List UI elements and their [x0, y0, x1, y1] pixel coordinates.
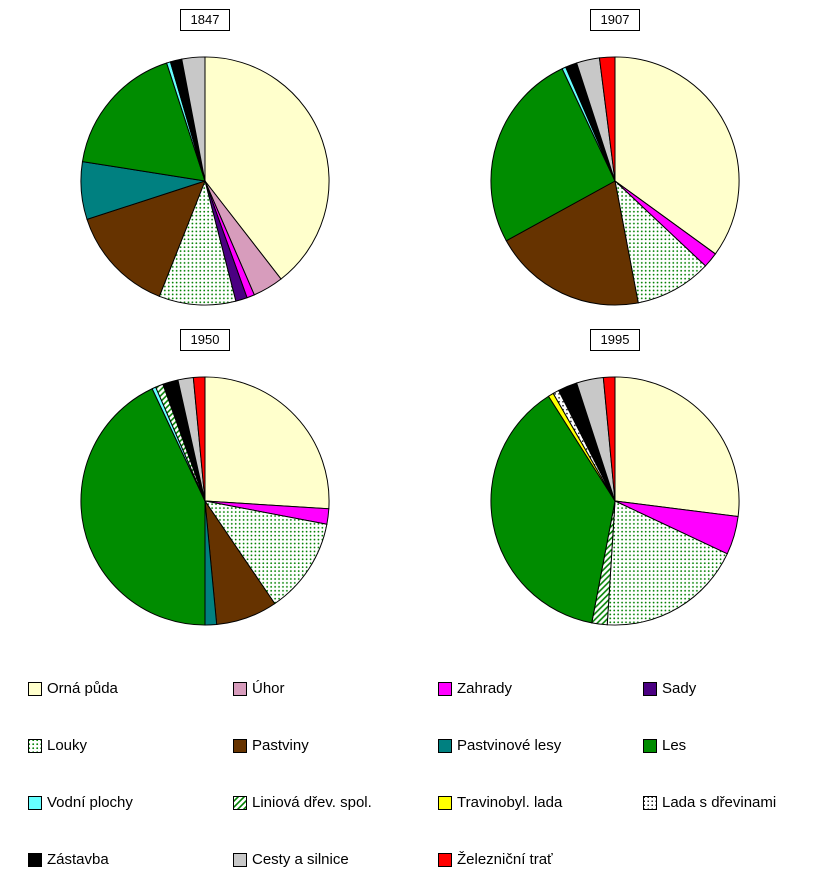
legend-item-orna-puda: Orná půda — [28, 680, 233, 697]
legend-item-lada-s-drevinami: Lada s dřevinami — [643, 794, 820, 811]
year-label-1907: 1907 — [589, 9, 641, 31]
pie-slice-1907-pastviny — [505, 180, 639, 306]
legend-label: Vodní plochy — [47, 794, 133, 811]
pie-panel-3: 1950 — [0, 320, 410, 640]
pie-slice-1847-les — [81, 62, 206, 182]
pie-slice-1950-les — [80, 388, 206, 626]
legend-item-pastviny: Pastviny — [233, 737, 438, 754]
legend-label: Zástavba — [47, 851, 109, 868]
legend-swatch-icon — [233, 795, 247, 810]
year-label-1995: 1995 — [589, 329, 641, 351]
legend-item-zeleznicni-trat: Železniční trať — [438, 851, 643, 868]
legend-item-zahrady: Zahrady — [438, 680, 643, 697]
legend-item-cesty-a-silnice: Cesty a silnice — [233, 851, 438, 868]
legend-label: Pastviny — [252, 737, 309, 754]
legend-swatch-icon — [438, 795, 452, 810]
legend-swatch-icon — [233, 738, 247, 753]
pie-slice-1847-cesty-a-silnice — [181, 56, 206, 182]
pie-chart-1847 — [80, 56, 330, 306]
legend-item-uhor: Úhor — [233, 680, 438, 697]
legend-label: Pastvinové lesy — [457, 737, 562, 754]
legend-swatch-icon — [28, 795, 42, 810]
legend-item-zastavba: Zástavba — [28, 851, 233, 868]
pie-slice-1907-orna-puda — [614, 56, 740, 255]
pie-slice-1847-orna-puda — [204, 56, 330, 280]
legend-label: Liniová dřev. spol. — [252, 794, 372, 811]
pie-slice-1907-louky — [614, 179, 707, 304]
pie-chart-1950 — [80, 376, 330, 626]
legend-item-liniova-drev-spol: Liniová dřev. spol. — [233, 794, 438, 811]
pie-panel-4: 1995 — [410, 320, 820, 640]
legend-label: Zahrady — [457, 680, 513, 697]
pie-slice-1950-orna-puda — [204, 376, 330, 510]
legend: Orná půda Úhor Zahrady Sady Louky Pastviny Pas… — [0, 640, 820, 888]
legend-swatch-icon — [438, 852, 452, 867]
pie-slice-1950-zeleznicni-trat — [192, 376, 206, 502]
legend-item-sady: Sady — [643, 680, 820, 697]
year-label-1950: 1950 — [179, 329, 231, 351]
legend-label: Travinobyl. lada — [457, 794, 563, 811]
legend-label: Sady — [662, 680, 697, 697]
legend-item-les: Les — [643, 737, 820, 754]
legend-label: Úhor — [252, 680, 285, 697]
year-label-1847: 1847 — [179, 9, 231, 31]
pie-slice-1907-zeleznicni-trat — [598, 56, 616, 182]
legend-swatch-icon — [28, 852, 42, 867]
legend-item-louky: Louky — [28, 737, 233, 754]
pie-slice-1995-louky — [606, 500, 728, 626]
pie-chart-1995 — [490, 376, 740, 626]
pie-slice-1907-les — [490, 68, 616, 242]
pie-slice-1995-zeleznicni-trat — [602, 376, 616, 502]
legend-swatch-icon — [643, 795, 657, 810]
legend-label: Lada s dřevinami — [662, 794, 777, 811]
legend-item-travinobyl-lada: Travinobyl. lada — [438, 794, 643, 811]
legend-swatch-icon — [643, 681, 657, 696]
legend-item-vodni-plochy: Vodní plochy — [28, 794, 233, 811]
legend-label: Les — [662, 737, 687, 754]
legend-swatch-icon — [643, 738, 657, 753]
legend-swatch-icon — [28, 681, 42, 696]
pie-panel-1: 1847 — [0, 0, 410, 320]
pie-charts-grid: 1847 1907 1950 1995 — [0, 0, 820, 640]
legend-swatch-icon — [233, 681, 247, 696]
pie-slice-1995-orna-puda — [614, 376, 740, 518]
pie-slice-1847-louky — [158, 179, 237, 306]
legend-swatch-icon — [28, 738, 42, 753]
legend-swatch-icon — [438, 738, 452, 753]
legend-label: Orná půda — [47, 680, 118, 697]
legend-item-pastvinove-lesy: Pastvinové lesy — [438, 737, 643, 754]
pie-panel-2: 1907 — [410, 0, 820, 320]
pie-slice-1950-louky — [203, 500, 328, 605]
legend-swatch-icon — [438, 681, 452, 696]
legend-swatch-icon — [233, 852, 247, 867]
legend-label: Železniční trať — [457, 851, 553, 868]
legend-label: Louky — [47, 737, 88, 754]
pie-chart-1907 — [490, 56, 740, 306]
legend-label: Cesty a silnice — [252, 851, 349, 868]
